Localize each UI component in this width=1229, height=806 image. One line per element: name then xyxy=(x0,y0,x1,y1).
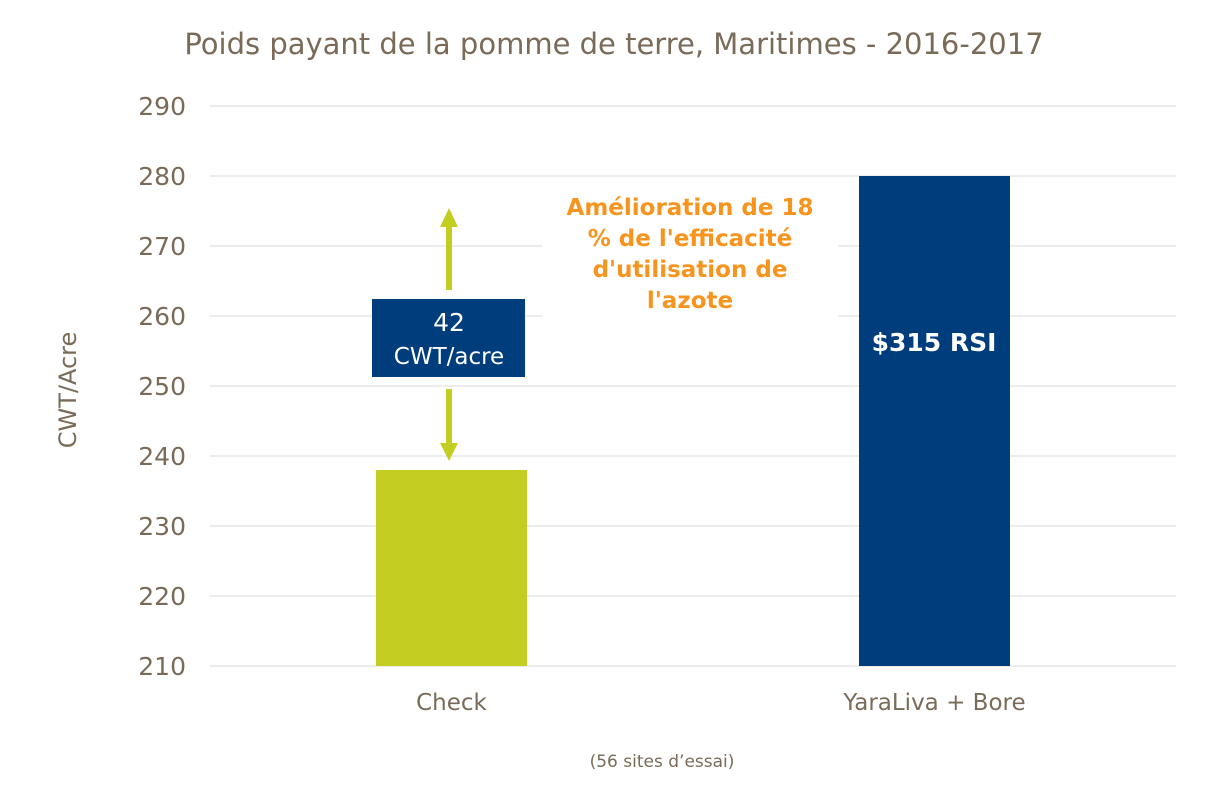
difference-label-box xyxy=(372,299,525,377)
bars xyxy=(376,176,1010,666)
y-tick-label: 220 xyxy=(138,582,186,611)
y-tick-label: 290 xyxy=(138,92,186,121)
difference-arrow xyxy=(440,208,458,461)
difference-unit: CWT/acre xyxy=(394,344,504,370)
bar-label-rsi: $315 RSI xyxy=(872,328,997,357)
improvement-line: d'utilisation de xyxy=(593,257,788,283)
annotation-background xyxy=(542,190,838,318)
improvement-line: % de l'efficacité xyxy=(588,226,793,252)
bar-0 xyxy=(376,470,527,666)
footnote: (56 sites d’essai) xyxy=(590,752,735,772)
y-tick-label: 230 xyxy=(138,512,186,541)
improvement-line: Amélioration de 18 xyxy=(567,195,814,221)
x-tick-label: YaraLiva + Bore xyxy=(842,690,1025,716)
difference-value: 42 xyxy=(433,308,465,337)
improvement-annotation: Amélioration de 18 % de l'efficacité d'uti… xyxy=(567,195,814,314)
y-tick-label: 240 xyxy=(138,442,186,471)
y-axis: 210 220 230 240 250 260 270 280 290 xyxy=(138,92,186,681)
x-axis: Check YaraLiva + Bore xyxy=(416,690,1026,716)
y-tick-label: 270 xyxy=(138,232,186,261)
y-tick-label: 250 xyxy=(138,372,186,401)
bar-1 xyxy=(859,176,1010,666)
chart-title: Poids payant de la pomme de terre, Marit… xyxy=(184,27,1043,61)
y-axis-label: CWT/Acre xyxy=(54,332,82,449)
y-tick-label: 280 xyxy=(138,162,186,191)
x-tick-label: Check xyxy=(416,690,487,716)
improvement-line: l'azote xyxy=(647,288,733,314)
y-tick-label: 260 xyxy=(138,302,186,331)
y-tick-label: 210 xyxy=(138,652,186,681)
